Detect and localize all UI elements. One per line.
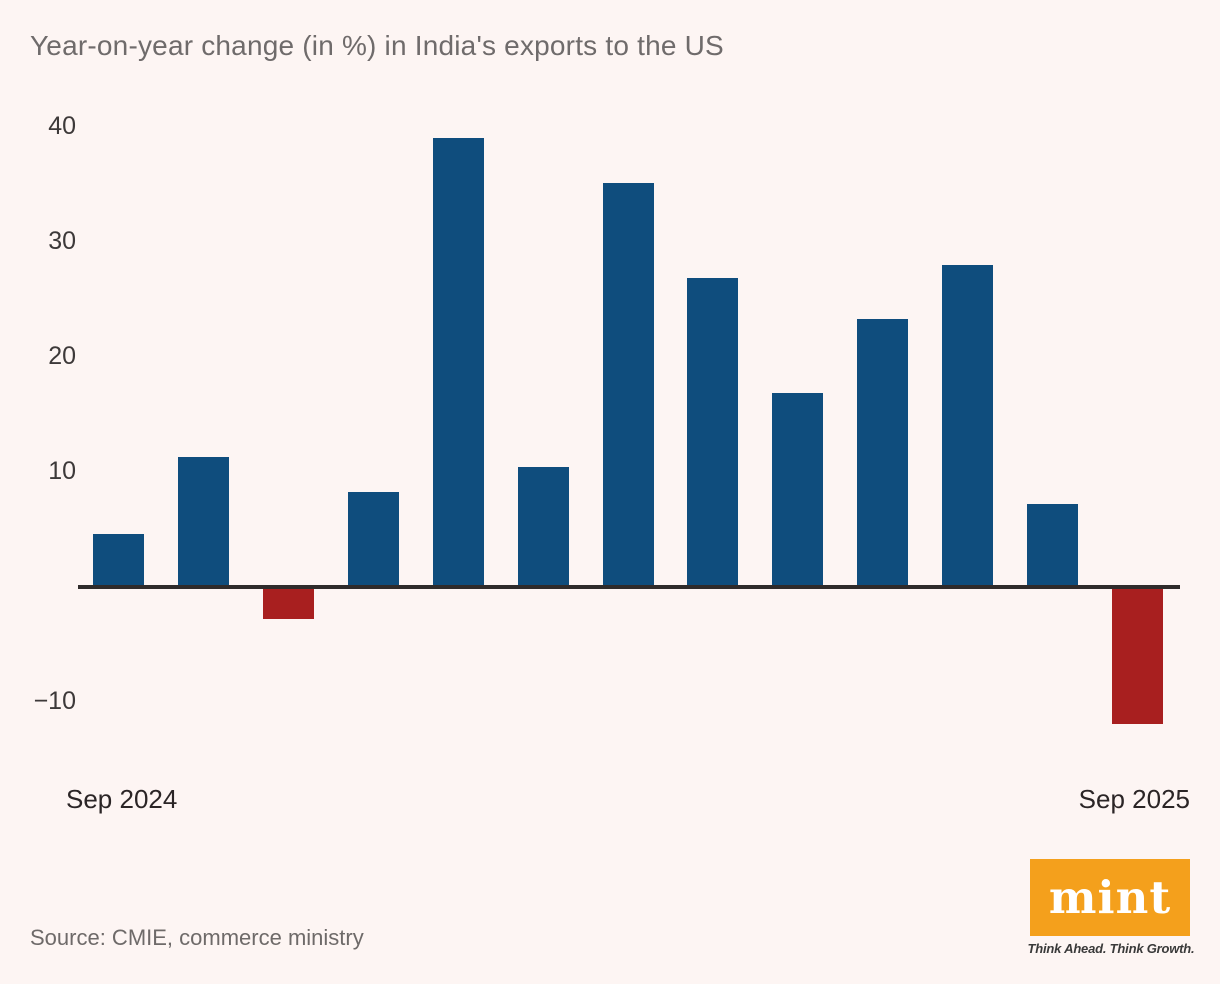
x-axis-line: [78, 585, 1180, 589]
mint-logo: mint: [1030, 859, 1190, 936]
bar-oct-2024: [178, 457, 229, 587]
bar-jul-2025: [942, 265, 993, 587]
bar-apr-2025: [687, 278, 738, 587]
bar-aug-2025: [1027, 504, 1078, 587]
page-title: Year-on-year change (in %) in India's ex…: [30, 30, 724, 61]
y-tick-20: 20: [48, 341, 76, 370]
x-axis-label-end: Sep 2025: [1078, 784, 1190, 814]
bar-sep-2025: [1112, 587, 1163, 724]
bar-dec-2024: [348, 492, 399, 587]
bar-sep-2024: [93, 534, 144, 587]
mint-tagline: Think Ahead. Think Growth.: [1027, 941, 1195, 956]
bar-nov-2024: [263, 587, 314, 619]
y-tick--10: −10: [33, 686, 76, 715]
x-axis-label-start: Sep 2024: [66, 784, 178, 814]
bar-jun-2025: [857, 319, 908, 587]
y-tick-10: 10: [48, 456, 76, 485]
bar-feb-2025: [518, 467, 569, 587]
mint-logo-text: mint: [1048, 871, 1172, 924]
bar-mar-2025: [603, 183, 654, 587]
source-note: Source: CMIE, commerce ministry: [30, 925, 364, 950]
y-tick-40: 40: [48, 111, 76, 140]
bar-may-2025: [772, 393, 823, 587]
bar-jan-2025: [433, 138, 484, 587]
y-tick-30: 30: [48, 226, 76, 255]
